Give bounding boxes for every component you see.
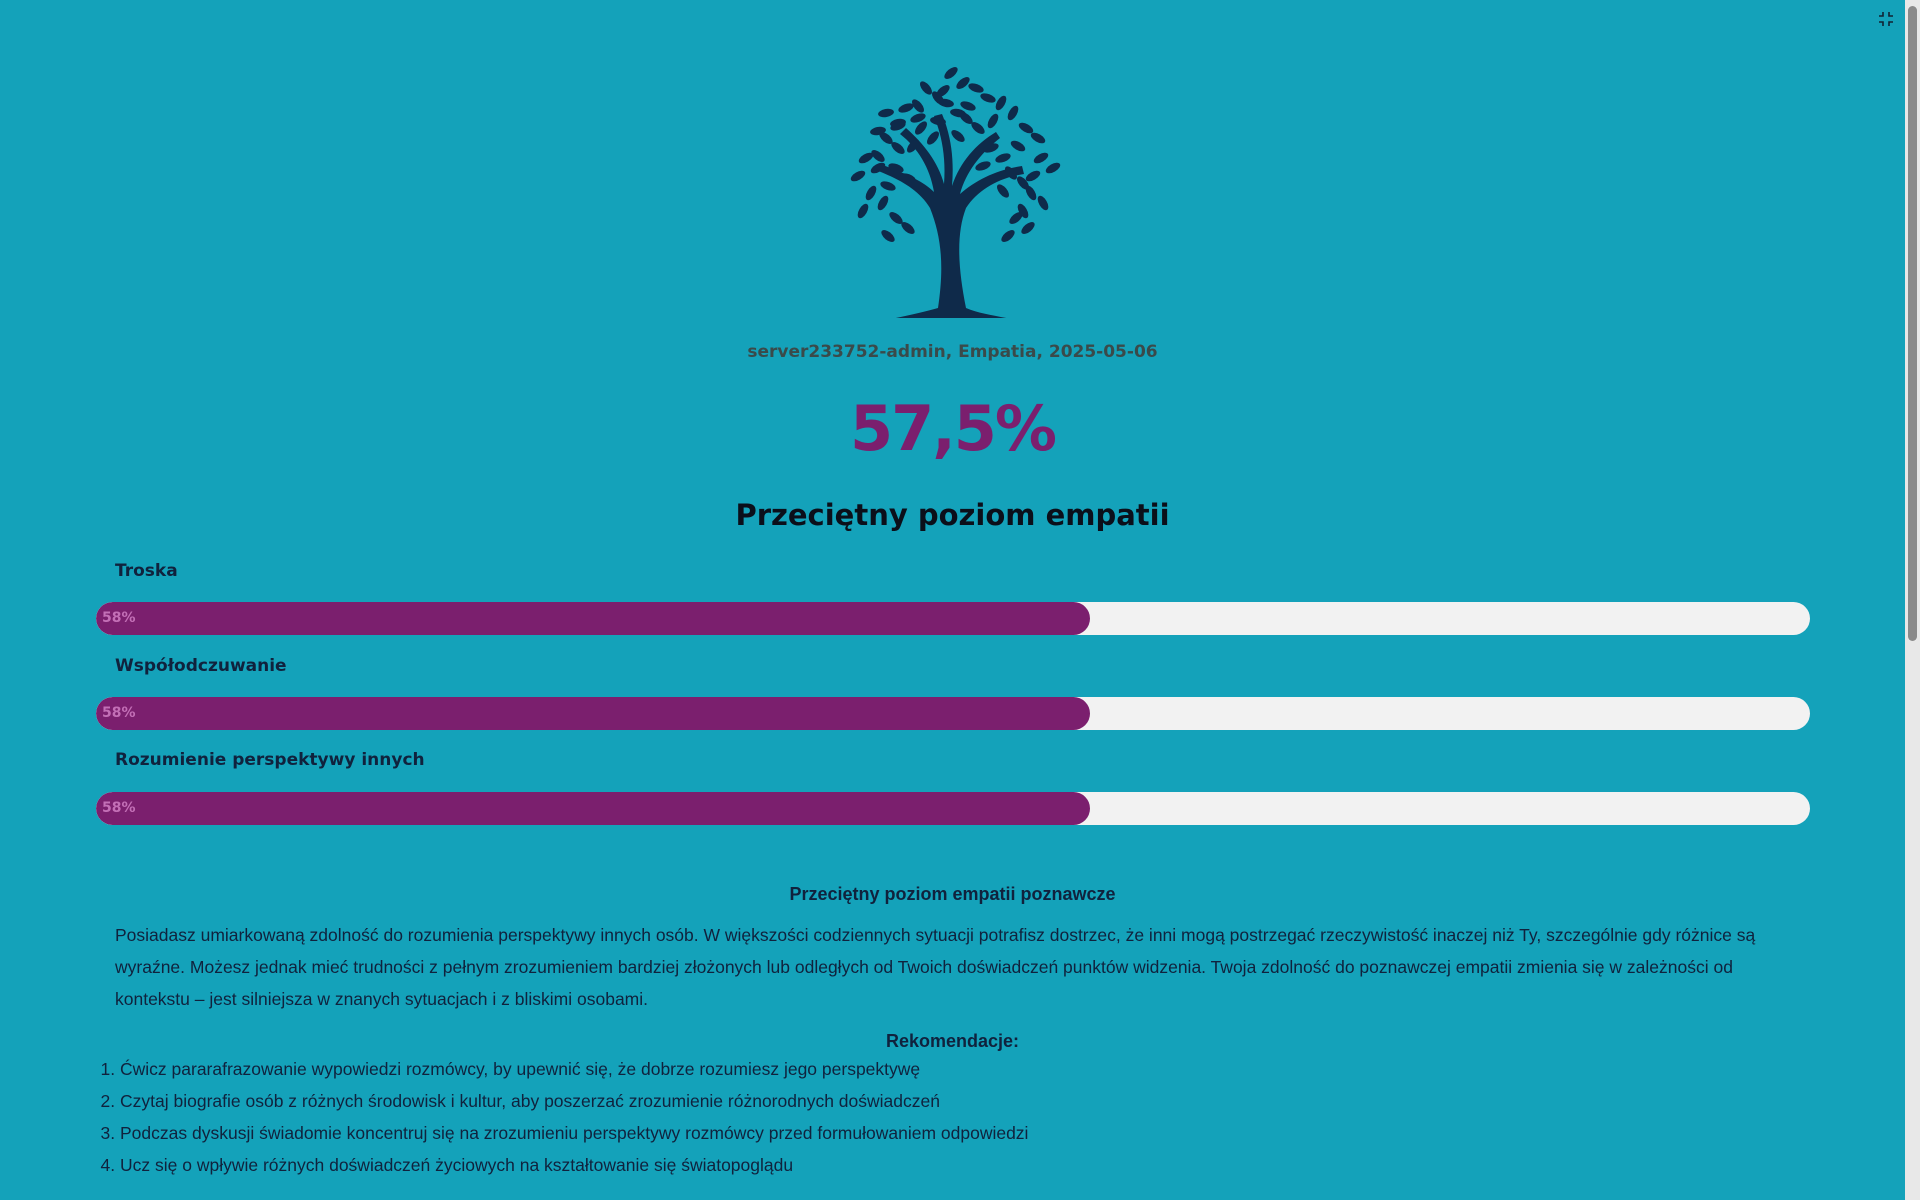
recommendations-title: Rekomendacje: bbox=[885, 1031, 1020, 1051]
scroll-thumb[interactable] bbox=[1908, 6, 1917, 641]
bar-fill: 58% bbox=[96, 697, 1091, 730]
paragraph: Posiadasz umiarkowaną zdolność do rozumi… bbox=[115, 925, 1756, 1009]
bar-value-label: 58% bbox=[102, 610, 136, 626]
bar-value-label: 58% bbox=[102, 800, 136, 816]
recommendation: Podczas dyskusji świadomie koncentruj si… bbox=[120, 1117, 1028, 1149]
meta-line: server233752-admin, Empatia, 2025-05-06 bbox=[747, 342, 1158, 362]
section-title: Przeciętny poziom empatii poznawcze bbox=[789, 884, 1116, 904]
recommendation: Ćwicz pararafrazowanie wypowiedzi rozmów… bbox=[120, 1053, 1028, 1085]
bar-fill: 58% bbox=[96, 602, 1091, 635]
bar-fill: 58% bbox=[96, 792, 1091, 825]
bar-label: Troska bbox=[115, 561, 178, 581]
bar-label: Rozumienie perspektywy innych bbox=[115, 750, 425, 770]
level-title: Przeciętny poziom empatii bbox=[735, 498, 1170, 532]
bar-label: Współodczuwanie bbox=[115, 656, 287, 676]
bar-value-label: 58% bbox=[102, 705, 136, 721]
bar-track: 58% bbox=[96, 602, 1810, 635]
collapse-icon[interactable] bbox=[1878, 11, 1894, 27]
bar-track: 58% bbox=[96, 697, 1810, 730]
recommendations: Ćwicz pararafrazowanie wypowiedzi rozmów… bbox=[84, 1053, 1028, 1181]
scrollbar[interactable] bbox=[1905, 0, 1920, 1200]
recommendation: Ucz się o wpływie różnych doświadczeń ży… bbox=[120, 1149, 1028, 1181]
score: 57,5% bbox=[849, 392, 1057, 465]
recommendation: Czytaj biografie osób z różnych środowis… bbox=[120, 1085, 1028, 1117]
bar-track: 58% bbox=[96, 792, 1810, 825]
tree-logo bbox=[849, 67, 1062, 318]
